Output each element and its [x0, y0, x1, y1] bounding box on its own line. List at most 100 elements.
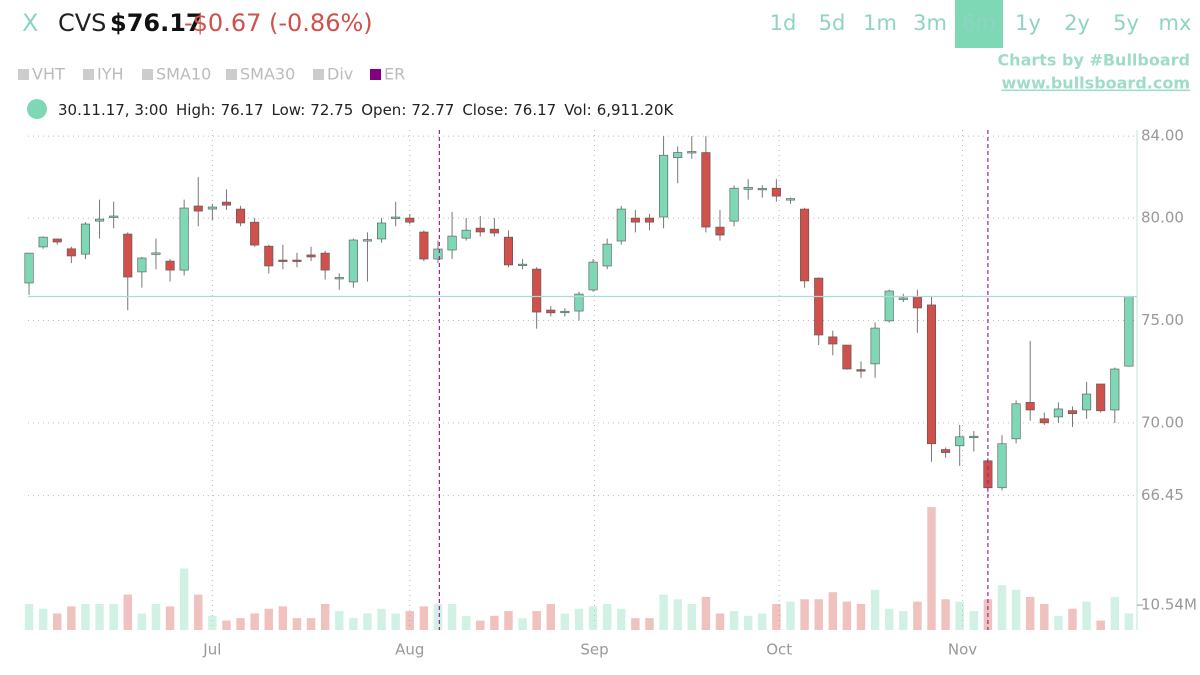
- candle-body: [800, 208, 810, 282]
- legend-label[interactable]: IYH: [97, 65, 124, 84]
- volume-bar: [278, 606, 288, 630]
- volume-bar: [53, 613, 62, 630]
- info-value: 72.75: [310, 101, 353, 119]
- range-button[interactable]: 1m: [863, 11, 897, 35]
- candle-body: [1011, 403, 1021, 440]
- candle-body: [1039, 418, 1049, 424]
- candle-body: [1096, 383, 1106, 412]
- volume-bar: [574, 608, 584, 630]
- legend-swatch[interactable]: [226, 69, 237, 80]
- candle-body: [38, 236, 48, 248]
- info-value: 76.17: [221, 101, 264, 119]
- candle-body: [518, 263, 528, 266]
- legend-swatch[interactable]: [370, 69, 381, 80]
- legend-swatch[interactable]: [142, 69, 153, 80]
- candle-body: [391, 216, 401, 219]
- volume-bar: [349, 618, 358, 630]
- candle-body: [701, 152, 711, 228]
- candle-body: [997, 443, 1007, 489]
- volume-bar: [137, 613, 147, 630]
- volume-bar: [758, 613, 767, 630]
- candle-body: [250, 221, 260, 246]
- volume-bar: [1054, 615, 1063, 630]
- candle-body: [24, 252, 34, 284]
- range-button[interactable]: 5y: [1113, 11, 1139, 35]
- volume-bar: [24, 604, 34, 630]
- legend-label[interactable]: VHT: [32, 65, 65, 84]
- range-button[interactable]: 1d: [770, 11, 797, 35]
- legend-swatch[interactable]: [313, 69, 324, 80]
- volume-bar: [1068, 608, 1077, 630]
- volume-bar: [264, 608, 273, 630]
- candle-body: [757, 188, 767, 191]
- range-button[interactable]: 1y: [1015, 11, 1041, 35]
- candle-body: [969, 435, 979, 438]
- y-tick-label: 70.00: [1141, 413, 1184, 431]
- volume-bar: [419, 606, 429, 630]
- legend-label[interactable]: Div: [327, 65, 353, 84]
- info-dot: [27, 99, 47, 119]
- candle-body: [419, 231, 429, 260]
- volume-bar: [335, 611, 344, 630]
- volume-bar: [504, 611, 513, 630]
- volume-bar: [955, 601, 964, 630]
- volume-bar: [95, 604, 104, 630]
- volume-bar: [772, 604, 781, 630]
- y-tick-label: 66.45: [1141, 486, 1184, 504]
- range-button[interactable]: 3m: [913, 11, 947, 35]
- candle-body: [926, 304, 937, 445]
- candle-body: [616, 208, 626, 242]
- candle-body: [884, 290, 894, 322]
- volume-bar: [546, 604, 556, 630]
- candle-body: [842, 344, 852, 370]
- volume-bar: [292, 618, 302, 630]
- url[interactable]: www.bullsboard.com: [1001, 74, 1190, 93]
- candle-body: [743, 187, 753, 190]
- volume-bar: [673, 599, 682, 630]
- candle-body: [870, 327, 880, 365]
- volume-bar: [786, 601, 795, 630]
- volume-bar: [1011, 589, 1021, 630]
- candle-body: [489, 228, 499, 234]
- volume-bar: [363, 613, 372, 630]
- close-button[interactable]: X: [22, 9, 38, 37]
- volume-bar: [870, 589, 880, 630]
- candle-body: [771, 187, 781, 197]
- x-tick-label: Nov: [948, 641, 977, 659]
- volume-bar: [997, 585, 1007, 630]
- volume-bar: [109, 604, 118, 630]
- volume-bar: [800, 599, 809, 630]
- legend-label[interactable]: SMA10: [156, 65, 211, 84]
- candle-body: [729, 187, 739, 222]
- candle-body: [912, 296, 922, 309]
- volume-bar: [631, 618, 640, 630]
- candle-body: [630, 217, 640, 223]
- range-button[interactable]: 6m: [962, 11, 996, 35]
- x-tick-label: Aug: [395, 641, 424, 659]
- candle-body: [306, 254, 316, 258]
- legend-swatch[interactable]: [83, 69, 94, 80]
- candle-body: [165, 260, 175, 271]
- active-range-bg: [955, 0, 1003, 48]
- legend-label[interactable]: SMA30: [240, 65, 295, 84]
- candle-body: [814, 277, 824, 336]
- candle-body: [66, 248, 76, 257]
- volume-bar: [560, 613, 570, 630]
- range-button[interactable]: 5d: [819, 11, 846, 35]
- legend-label[interactable]: ER: [384, 65, 405, 84]
- candle-body: [95, 218, 105, 222]
- range-button[interactable]: mx: [1159, 11, 1192, 35]
- candle-body: [785, 198, 796, 201]
- volume-bar: [884, 608, 894, 630]
- credit: Charts by #Bullboard: [997, 51, 1190, 70]
- candle-body: [1124, 296, 1134, 367]
- candle-body: [179, 207, 189, 271]
- legend-swatch[interactable]: [18, 69, 29, 80]
- volume-bar: [899, 611, 908, 630]
- range-button[interactable]: 2y: [1064, 11, 1090, 35]
- volume-bar: [588, 606, 598, 630]
- info-label: Close:: [462, 101, 508, 119]
- candle-body: [644, 217, 655, 223]
- volume-bar: [490, 615, 499, 630]
- candle-body: [574, 293, 584, 312]
